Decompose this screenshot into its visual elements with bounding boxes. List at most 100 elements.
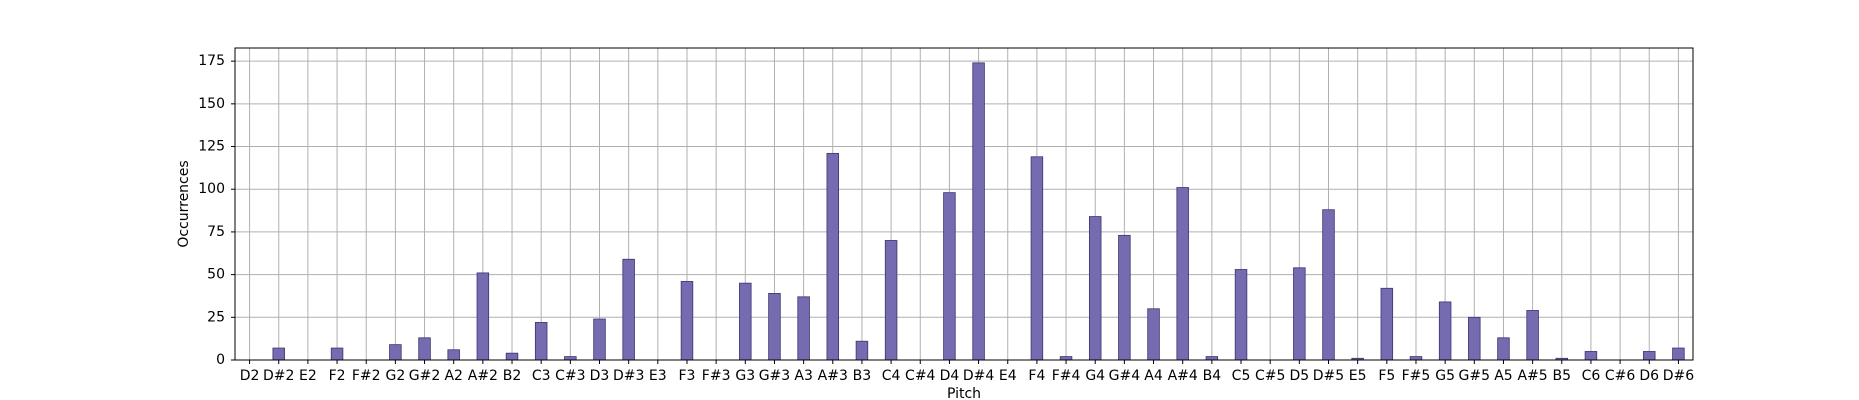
x-tick-label: F4 [1028, 368, 1045, 384]
bar [680, 281, 694, 361]
bar [1147, 308, 1160, 361]
bar [534, 322, 548, 361]
x-tick-label: D#4 [963, 368, 995, 384]
bar [826, 152, 840, 361]
bar [797, 296, 810, 361]
x-tick-label: D4 [940, 368, 960, 384]
x-tick-label: C5 [1232, 368, 1251, 384]
x-tick-label: B5 [1553, 368, 1572, 384]
bar [768, 292, 781, 361]
bar [855, 340, 869, 361]
y-axis-label: Occurrences [176, 160, 192, 247]
bar [1118, 234, 1131, 361]
bar [884, 240, 898, 361]
x-tick-label: C4 [882, 368, 901, 384]
bar [1059, 356, 1073, 361]
bar [1643, 351, 1656, 361]
x-tick-label: F5 [1378, 368, 1395, 384]
bar [389, 344, 402, 361]
x-tick-label: D5 [1289, 368, 1309, 384]
x-tick-label: G#4 [1109, 368, 1141, 384]
x-tick-label: A5 [1494, 368, 1512, 384]
x-tick-label: C6 [1582, 368, 1601, 384]
bar [447, 349, 460, 361]
y-tick-label: 0 [216, 352, 225, 368]
y-tick-label: 50 [207, 267, 225, 283]
x-tick-label: D2 [240, 368, 260, 384]
bar [1526, 310, 1539, 361]
bar [1380, 287, 1394, 361]
bar [1438, 301, 1452, 361]
bar [1234, 269, 1248, 361]
x-tick-label: G5 [1435, 368, 1455, 384]
x-tick-label: D#6 [1663, 368, 1695, 384]
plot-frame [234, 47, 1694, 361]
x-tick-label: G3 [735, 368, 755, 384]
x-tick-label: C#5 [1255, 368, 1285, 384]
x-tick-label: C#3 [555, 368, 585, 384]
bar [476, 272, 490, 361]
y-tick-label: 75 [207, 224, 225, 240]
bar [1322, 209, 1335, 361]
x-tick-label: A2 [444, 368, 462, 384]
x-tick-label: F3 [678, 368, 695, 384]
bar [418, 337, 431, 361]
bar [1176, 187, 1189, 361]
bar [593, 318, 606, 361]
x-tick-label: E2 [299, 368, 317, 384]
x-tick-label: E4 [999, 368, 1017, 384]
x-tick-label: F#3 [702, 368, 731, 384]
y-tick-label: 125 [198, 139, 225, 155]
bar [330, 347, 344, 361]
y-tick-label: 25 [207, 309, 225, 325]
x-tick-label: A#4 [1168, 368, 1198, 384]
x-tick-label: G#3 [759, 368, 791, 384]
bar [505, 352, 519, 361]
bar [1293, 267, 1306, 361]
x-tick-label: G#2 [409, 368, 441, 384]
x-tick-label: B4 [1203, 368, 1222, 384]
x-tick-label: E3 [649, 368, 667, 384]
bar [1584, 351, 1598, 361]
bar [1030, 156, 1044, 361]
x-tick-label: E5 [1349, 368, 1367, 384]
bar [272, 347, 285, 361]
y-tick-label: 150 [198, 96, 225, 112]
x-tick-label: F#5 [1402, 368, 1431, 384]
x-tick-label: C3 [532, 368, 551, 384]
bar [1088, 216, 1102, 361]
bar [972, 62, 985, 361]
bar [622, 258, 635, 361]
x-tick-label: A#5 [1518, 368, 1548, 384]
x-tick-label: F2 [329, 368, 346, 384]
bar [1468, 316, 1481, 361]
x-tick-label: A#3 [818, 368, 848, 384]
x-axis-label: Pitch [947, 386, 981, 400]
x-tick-label: A3 [794, 368, 812, 384]
x-tick-label: D3 [590, 368, 610, 384]
bar [1409, 356, 1423, 361]
bar [1205, 356, 1219, 361]
bar [943, 192, 956, 361]
x-tick-label: D#5 [1313, 368, 1344, 384]
x-tick-label: B2 [503, 368, 522, 384]
bar [1497, 337, 1510, 361]
y-tick-label: 175 [198, 53, 225, 69]
x-tick-label: D6 [1639, 368, 1659, 384]
x-tick-label: G2 [385, 368, 405, 384]
x-tick-label: C#4 [905, 368, 936, 384]
y-tick-label: 100 [198, 181, 225, 197]
x-tick-label: D#2 [263, 368, 294, 384]
x-tick-label: F#4 [1052, 368, 1081, 384]
x-tick-label: A#2 [468, 368, 498, 384]
x-tick-label: G4 [1085, 368, 1105, 384]
x-tick-label: C#6 [1605, 368, 1636, 384]
bar [739, 282, 752, 361]
x-tick-label: D#3 [613, 368, 644, 384]
x-tick-label: B3 [853, 368, 872, 384]
x-tick-label: G#5 [1459, 368, 1491, 384]
bar [1672, 347, 1685, 361]
bar [564, 356, 577, 361]
x-tick-label: A4 [1144, 368, 1163, 384]
